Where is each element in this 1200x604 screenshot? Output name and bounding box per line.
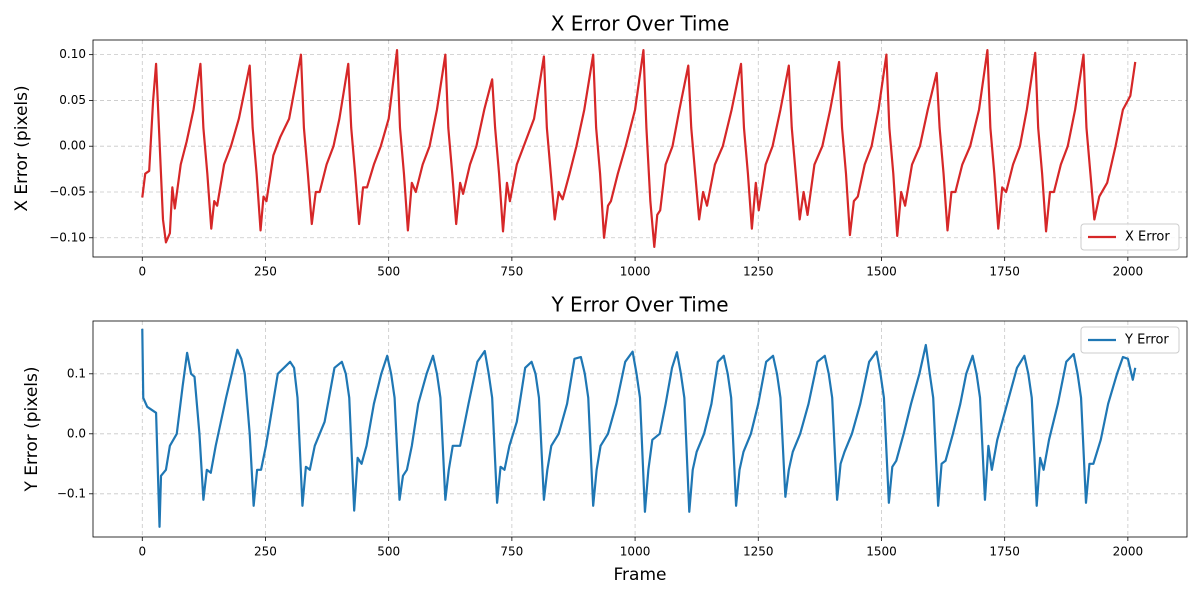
legend-label: X Error bbox=[1125, 230, 1170, 245]
x-tick-label: 1000 bbox=[620, 545, 651, 559]
plot-frame bbox=[92, 39, 1188, 258]
plot-frame bbox=[92, 320, 1188, 538]
x-tick-label: 1000 bbox=[620, 265, 651, 279]
x-tick-label: 250 bbox=[254, 545, 277, 559]
y-tick-label: −0.1 bbox=[57, 486, 86, 500]
y-tick-label: 0.10 bbox=[59, 47, 86, 61]
x-tick-label: 2000 bbox=[1113, 265, 1144, 279]
x-tick-label: 1250 bbox=[743, 265, 774, 279]
x-tick-label: 500 bbox=[377, 545, 400, 559]
data-line bbox=[141, 328, 1137, 528]
x-tick-label: 2000 bbox=[1113, 545, 1144, 559]
x-tick-label: 1500 bbox=[866, 265, 897, 279]
data-line bbox=[141, 48, 1137, 249]
y-tick-label: 0.0 bbox=[67, 426, 86, 440]
legend-box bbox=[1080, 223, 1180, 251]
x-tick-label: 1250 bbox=[743, 545, 774, 559]
chart-title: X Error Over Time bbox=[551, 12, 730, 36]
chart-title: Y Error Over Time bbox=[550, 293, 728, 317]
x-tick-label: 0 bbox=[138, 545, 146, 559]
y-tick-label: −0.05 bbox=[49, 184, 86, 198]
x-axis-label: Frame bbox=[614, 565, 667, 585]
x-tick-label: 750 bbox=[500, 545, 523, 559]
y-tick-label: 0.1 bbox=[67, 366, 86, 380]
legend-box bbox=[1080, 326, 1180, 354]
y-tick-label: −0.10 bbox=[49, 230, 86, 244]
x-tick-label: 0 bbox=[138, 265, 146, 279]
y-tick-label: 0.05 bbox=[59, 93, 86, 107]
x-tick-label: 1750 bbox=[989, 545, 1020, 559]
y-tick-label: 0.00 bbox=[59, 139, 86, 153]
x-tick-label: 750 bbox=[500, 265, 523, 279]
x-tick-label: 250 bbox=[254, 265, 277, 279]
legend-label: Y Error bbox=[1124, 333, 1169, 348]
y-axis-label: X Error (pixels) bbox=[12, 85, 32, 211]
x-tick-label: 500 bbox=[377, 265, 400, 279]
y-axis-label: Y Error (pixels) bbox=[22, 367, 42, 493]
x-tick-label: 1500 bbox=[866, 545, 897, 559]
x-tick-label: 1750 bbox=[989, 265, 1020, 279]
